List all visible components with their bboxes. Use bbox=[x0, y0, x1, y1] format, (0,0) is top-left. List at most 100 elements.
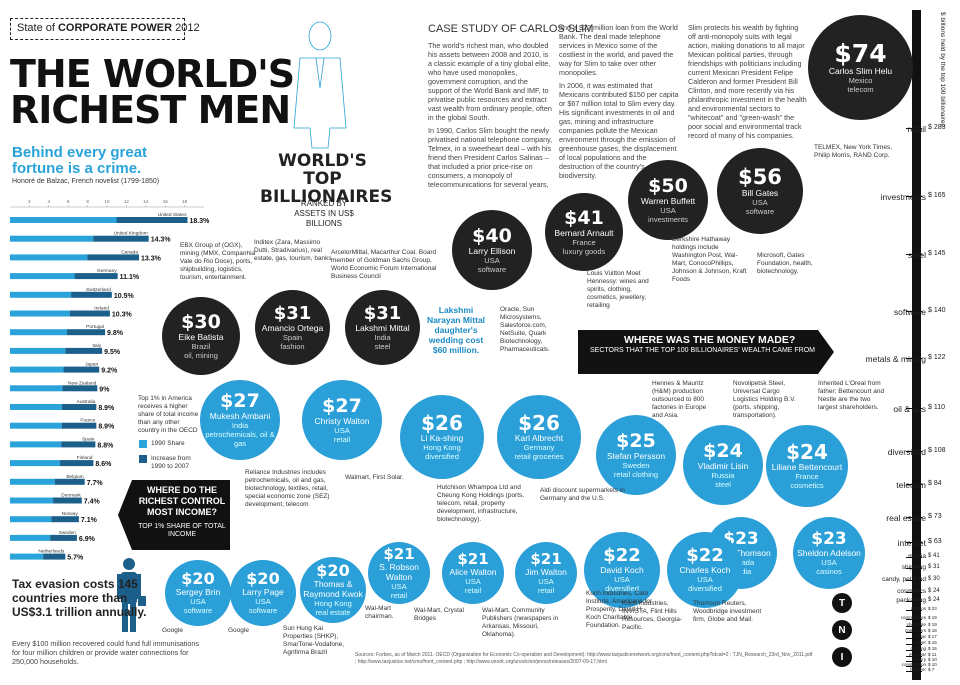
case-study-col2: and a $22 million loan from the World Ba… bbox=[559, 23, 681, 180]
sector-tick bbox=[906, 666, 922, 667]
sector-name: cosmetics bbox=[897, 588, 926, 595]
bar-country-label: Portugal bbox=[86, 324, 104, 330]
bar-country-label: Netherlands bbox=[38, 549, 64, 555]
sector-value: $ 122 bbox=[928, 354, 946, 361]
sector-tick bbox=[906, 671, 922, 672]
sector-value: $ 24 bbox=[928, 588, 940, 594]
note-persson: Hennes & Mauritz (H&M) production outsou… bbox=[652, 380, 707, 419]
bar-value-label: 9.2% bbox=[101, 368, 118, 375]
billionaire-s-robson-walton: $21 S. Robson Walton USA retail bbox=[368, 542, 430, 604]
billionaire-alice-walton: $21 Alice Walton USA retail bbox=[442, 542, 504, 604]
billionaire-sector: diversified bbox=[688, 584, 722, 593]
billionaire-amount: $26 bbox=[518, 411, 560, 435]
billionaire-bernard-arnault: $41 Bernard Arnault France luxury goods bbox=[545, 193, 623, 271]
billionaire-name: Lakshmi Mittal bbox=[355, 322, 410, 333]
note-mittal: ArcelorMittal, Macarthur Coal. Board mem… bbox=[331, 249, 437, 280]
billionaire-sector: steel bbox=[715, 479, 731, 489]
billionaire-country: Hong Kong bbox=[423, 443, 461, 452]
main-title-line2: RICHEST MEN bbox=[10, 88, 291, 132]
billionaire-jim-walton: $21 Jim Walton USA retail bbox=[515, 542, 577, 604]
billionaire-name: Mukesh Ambani bbox=[209, 411, 271, 421]
bar-increase bbox=[53, 497, 82, 504]
billionaire-sector: oil, mining bbox=[184, 350, 218, 360]
sector-value: $ 10 bbox=[928, 662, 937, 667]
billionaire-name: Bill Gates bbox=[741, 187, 779, 198]
sector-name: investments bbox=[880, 192, 926, 202]
x-tick-label: 10 bbox=[104, 199, 110, 204]
billionaire-amount: $20 bbox=[316, 561, 350, 580]
billionaire-sector: casinos bbox=[816, 566, 842, 576]
billionaire-sector: retail bbox=[464, 585, 482, 595]
billionaire-sector: retail clothing bbox=[613, 469, 659, 479]
bar-value-label: 9.8% bbox=[107, 330, 124, 337]
bar-1990 bbox=[10, 553, 44, 560]
sector-name: chocolate bbox=[906, 622, 926, 627]
billionaire-name: Li Ka-shing bbox=[420, 433, 464, 443]
main-title-line1: THE WORLD'S bbox=[10, 52, 295, 96]
sector-value: $ 63 bbox=[928, 538, 942, 545]
tni-logo-t: T bbox=[832, 593, 852, 613]
billionaire-name: Carlos Slim Helu bbox=[828, 66, 893, 76]
mittal-wedding-note: Lakshmi Narayan Mittal daughter's weddin… bbox=[426, 305, 486, 355]
sector-name: casinos bbox=[910, 606, 926, 611]
billionaire-name: Larry Page bbox=[242, 587, 284, 597]
sector-value: $ 165 bbox=[928, 192, 946, 199]
bar-country-label: Japan bbox=[85, 362, 98, 368]
sector-tick bbox=[906, 601, 922, 602]
billionaire-country: USA bbox=[697, 575, 713, 584]
billionaire-country: USA bbox=[821, 557, 837, 567]
billionaire-sector: real estate bbox=[315, 608, 351, 617]
bar-country-label: Sweden bbox=[59, 530, 77, 536]
billionaire-sector: retail bbox=[390, 590, 408, 600]
sector-tick bbox=[906, 592, 922, 593]
billionaire-name: Sergey Brin bbox=[175, 587, 221, 597]
sector-tick bbox=[906, 128, 922, 129]
sector-value: $ 19 bbox=[928, 622, 937, 627]
billionaire-country: USA bbox=[660, 205, 676, 215]
billionaire-amount: $25 bbox=[616, 429, 656, 452]
bar-increase bbox=[60, 460, 94, 467]
sector-tick bbox=[906, 632, 922, 633]
note-ortega: Inditex (Zara, Massimo Dutti, Stradivari… bbox=[254, 239, 332, 262]
billionaire-country: USA bbox=[334, 425, 350, 435]
note-christy: Walmart, First Solar. bbox=[345, 474, 404, 481]
sector-tick bbox=[906, 451, 922, 452]
sector-tick bbox=[906, 542, 922, 543]
sector-name: sugar bbox=[914, 634, 926, 639]
billionaire-country: Russia bbox=[711, 470, 735, 480]
sector-tick bbox=[906, 610, 922, 611]
billionaire-amount: $31 bbox=[363, 302, 402, 324]
sector-name: beer bbox=[916, 640, 926, 645]
bar-country-label: Australia bbox=[77, 399, 96, 405]
bar-value-label: 9% bbox=[99, 386, 110, 393]
billionaire-sector: retail bbox=[333, 434, 351, 444]
billionaire-thomas-raymond-kwok: $20 Thomas & Raymond Kwok Hong Kong real es… bbox=[300, 557, 366, 623]
bar-country-label: Switzerland bbox=[86, 287, 111, 293]
billionaire-eike-batista: $30 Eike Batista Brazil oil, mining bbox=[162, 297, 240, 375]
bar-increase bbox=[67, 329, 106, 336]
billionaire-country: Hong Kong bbox=[314, 599, 352, 608]
sector-name: internet bbox=[897, 538, 926, 548]
billionaire-amount: $27 bbox=[322, 394, 362, 417]
legend-increase: Increase from 1990 to 2007 bbox=[151, 455, 191, 470]
bar-increase bbox=[61, 404, 97, 410]
billionaire-li-ka-shing: $26 Li Ka-shing Hong Kong diversified bbox=[400, 395, 484, 479]
sector-name: oil & gas bbox=[893, 404, 926, 414]
sector-value: $ 24 bbox=[928, 597, 940, 603]
note-li: Hutchison Whampoa Ltd and Cheung Kong Ho… bbox=[437, 484, 525, 523]
sector-tick bbox=[906, 650, 922, 651]
sector-value: $ 108 bbox=[928, 447, 946, 454]
note-koch: Koch Industries, Cato Institute, America… bbox=[586, 590, 653, 629]
note-brin: Google bbox=[162, 627, 183, 634]
billionaire-country: Spain bbox=[282, 332, 303, 342]
billionaire-country: India bbox=[374, 332, 391, 342]
case-col2-p2: In 2006, it was estimated that Mexicans … bbox=[559, 81, 679, 180]
sector-name: telecom bbox=[896, 480, 926, 490]
billionaire-name: Larry Ellison bbox=[468, 245, 516, 256]
bar-value-label: 8.9% bbox=[98, 405, 115, 412]
bar-1990 bbox=[10, 366, 64, 373]
bar-value-label: 7.1% bbox=[81, 517, 98, 524]
bar-1990 bbox=[10, 441, 62, 448]
bar-1990 bbox=[10, 385, 63, 392]
bar-increase bbox=[69, 310, 110, 317]
